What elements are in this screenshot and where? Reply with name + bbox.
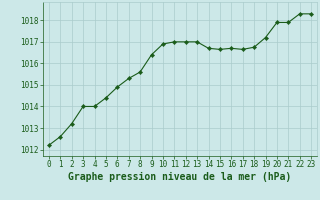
X-axis label: Graphe pression niveau de la mer (hPa): Graphe pression niveau de la mer (hPa) [68,172,292,182]
